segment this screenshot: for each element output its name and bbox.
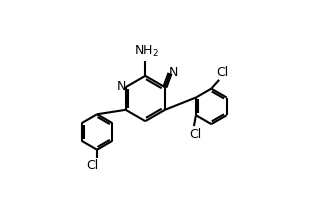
Text: Cl: Cl [86,159,98,172]
Text: N: N [117,80,126,93]
Text: NH$_2$: NH$_2$ [134,44,159,59]
Text: N: N [169,66,178,79]
Text: Cl: Cl [189,128,201,141]
Text: Cl: Cl [216,66,228,79]
